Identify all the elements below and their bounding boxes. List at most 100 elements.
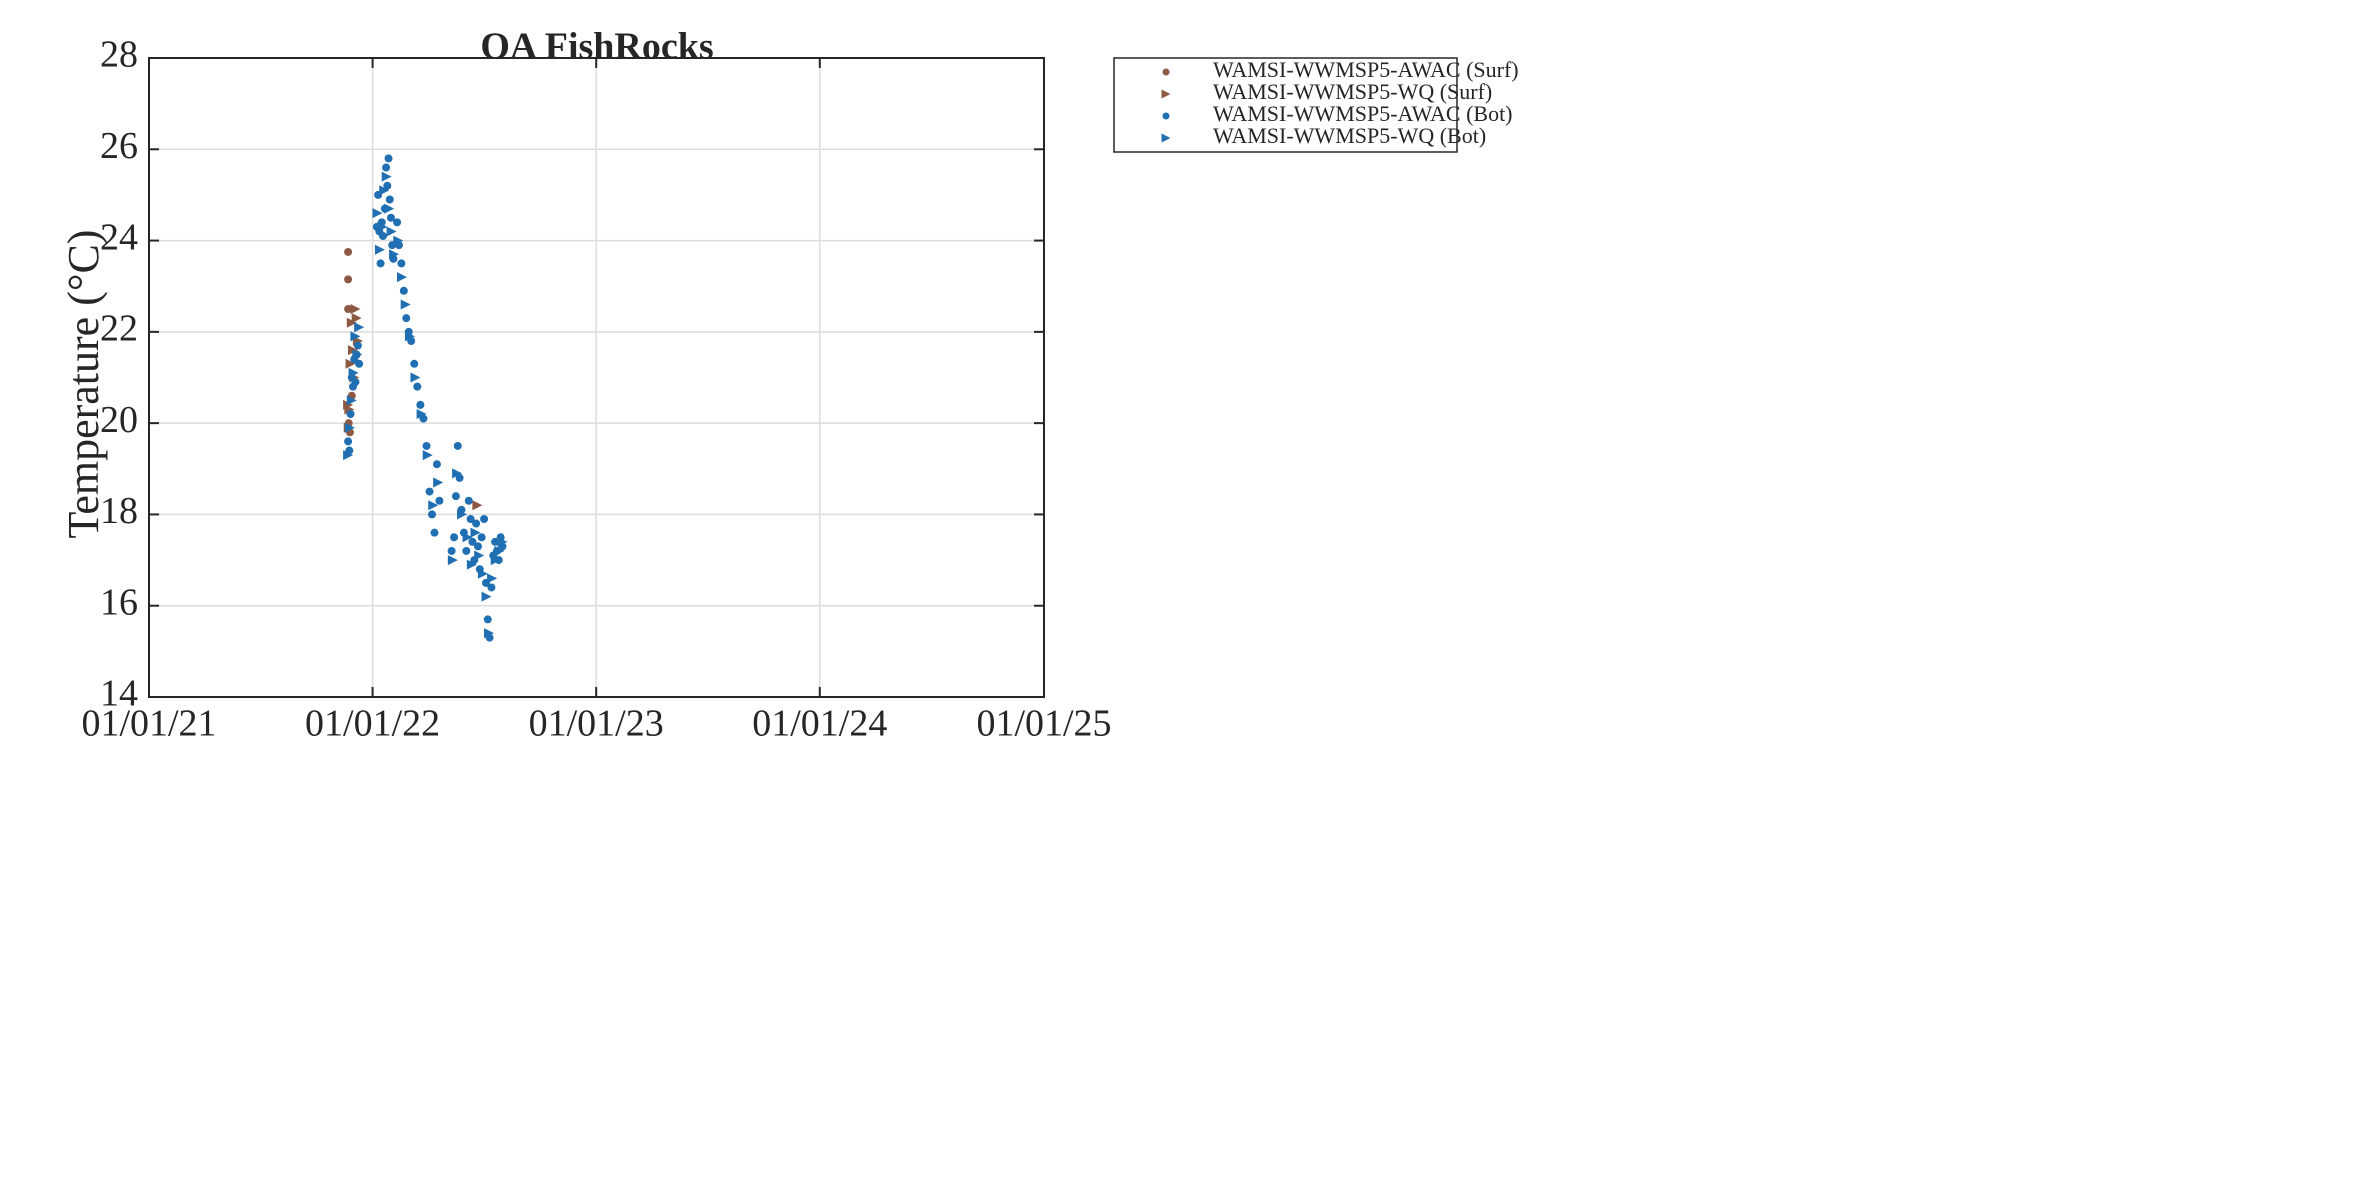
- data-point: [345, 358, 356, 369]
- data-point: [450, 533, 459, 542]
- data-point: [384, 154, 393, 163]
- data-point: [422, 441, 431, 450]
- data-point: [374, 244, 385, 255]
- legend-label-awac-bot: WAMSI-WWMSP5-AWAC (Bot): [1213, 101, 1513, 126]
- data-point: [350, 304, 361, 315]
- data-point: [344, 247, 353, 256]
- legend-entry-wq-surf: WAMSI-WWMSP5-WQ (Surf): [1161, 79, 1492, 104]
- grid-lines: [149, 58, 1044, 697]
- data-point: [385, 195, 394, 204]
- data-point: [466, 514, 475, 523]
- data-point: [483, 615, 492, 624]
- data-point: [397, 259, 406, 268]
- data-point: [348, 367, 359, 378]
- data-point: [416, 400, 425, 409]
- y-tick-label: 26: [100, 125, 138, 167]
- legend-entry-wq-bot: WAMSI-WWMSP5-WQ (Bot): [1161, 123, 1486, 148]
- data-point: [453, 441, 462, 450]
- legend-label-wq-bot: WAMSI-WWMSP5-WQ (Bot): [1213, 123, 1486, 148]
- data-point: [344, 275, 353, 284]
- legend-marker-symbol: [1162, 112, 1170, 120]
- data-point: [422, 450, 433, 461]
- data-point: [404, 331, 415, 342]
- x-axis-tick-labels: 01/01/21 01/01/22 01/01/23 01/01/24 01/01/25: [81, 703, 1111, 745]
- legend-marker-awac-bot: [1162, 112, 1170, 120]
- legend: WAMSI-WWMSP5-AWAC (Surf) WAMSI-WWMSP5-WQ…: [1113, 57, 1519, 153]
- legend-label-awac-surf: WAMSI-WWMSP5-AWAC (Surf): [1213, 57, 1519, 82]
- data-point: [351, 313, 362, 324]
- data-point: [376, 259, 385, 268]
- data-point: [410, 372, 421, 383]
- data-point: [393, 235, 404, 246]
- data-point: [353, 341, 362, 350]
- data-point: [344, 404, 355, 415]
- data-point: [343, 450, 354, 461]
- data-point: [416, 409, 427, 420]
- legend-marker-wq-bot: [1161, 133, 1171, 143]
- data-point: [472, 519, 481, 528]
- data-point: [462, 546, 471, 555]
- data-points: [343, 154, 508, 642]
- data-point: [344, 437, 353, 446]
- y-tick-label: 18: [100, 490, 138, 532]
- data-point: [425, 487, 434, 496]
- data-point: [399, 286, 408, 295]
- data-point: [487, 573, 498, 584]
- data-point: [377, 221, 388, 232]
- data-point: [483, 628, 494, 639]
- data-point: [455, 473, 464, 482]
- data-point: [433, 477, 444, 488]
- legend-entry-awac-bot: WAMSI-WWMSP5-AWAC (Bot): [1162, 101, 1513, 126]
- data-point: [355, 359, 364, 368]
- data-point: [466, 559, 477, 570]
- x-tick-label: 01/01/25: [976, 703, 1111, 745]
- data-point: [447, 546, 456, 555]
- data-point: [491, 537, 500, 546]
- y-tick-label: 14: [100, 673, 138, 715]
- legend-marker-wq-surf: [1161, 89, 1171, 99]
- data-point: [389, 249, 400, 260]
- data-point: [447, 555, 458, 566]
- data-point: [430, 528, 439, 537]
- data-point: [383, 181, 392, 190]
- data-point: [382, 163, 391, 172]
- data-point: [350, 331, 361, 342]
- data-point: [432, 460, 441, 469]
- data-point: [470, 527, 481, 538]
- data-point: [428, 500, 439, 511]
- data-point: [384, 203, 395, 214]
- data-point: [473, 542, 482, 551]
- data-point: [344, 422, 355, 433]
- data-point: [464, 496, 473, 505]
- y-tick-label: 24: [100, 216, 138, 258]
- data-point: [481, 591, 492, 602]
- data-point: [477, 568, 488, 579]
- legend-marker-symbol: [1161, 133, 1171, 143]
- legend-label-wq-surf: WAMSI-WWMSP5-WQ (Surf): [1213, 79, 1492, 104]
- data-point: [451, 492, 460, 501]
- legend-marker-symbol: [1161, 89, 1171, 99]
- data-point: [435, 496, 444, 505]
- data-point: [381, 171, 392, 182]
- data-point: [494, 545, 505, 556]
- data-point: [352, 349, 363, 360]
- x-tick-label: 01/01/24: [752, 703, 887, 745]
- data-point: [402, 314, 411, 323]
- y-tick-label: 28: [100, 34, 138, 76]
- legend-marker-symbol: [1162, 68, 1170, 76]
- data-point: [490, 555, 501, 566]
- data-point: [413, 382, 422, 391]
- data-point: [428, 510, 437, 519]
- axis-ticks: [148, 57, 1045, 698]
- data-point: [372, 208, 383, 219]
- data-point: [351, 378, 360, 387]
- legend-marker-awac-surf: [1162, 68, 1170, 76]
- data-point: [497, 536, 508, 547]
- data-point: [468, 537, 477, 546]
- x-tick-label: 01/01/21: [81, 703, 216, 745]
- data-point: [452, 468, 463, 479]
- data-point: [487, 583, 496, 592]
- y-tick-label: 16: [100, 581, 138, 623]
- x-tick-label: 01/01/22: [305, 703, 440, 745]
